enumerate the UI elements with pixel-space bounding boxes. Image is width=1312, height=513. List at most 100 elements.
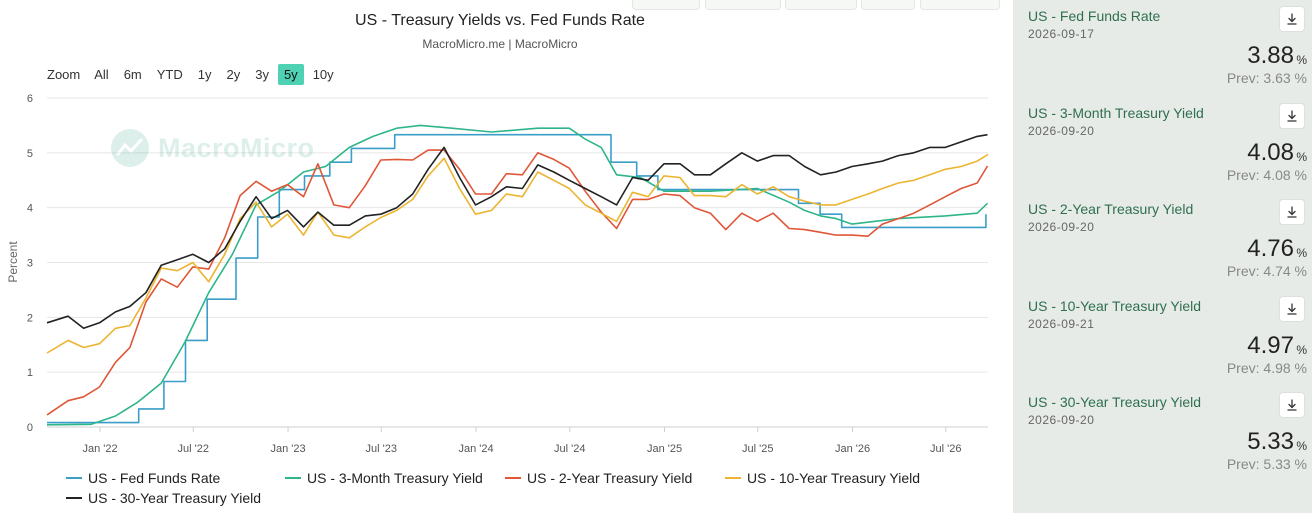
legend-swatch	[505, 477, 521, 479]
top-toolbar	[632, 0, 1002, 10]
download-button[interactable]	[1280, 7, 1304, 31]
download-icon	[1287, 399, 1297, 411]
download-icon	[1287, 206, 1297, 218]
download-button[interactable]	[1280, 296, 1304, 321]
x-tick-label: Jul '26	[930, 443, 961, 455]
legend-label: US - 3-Month Treasury Yield	[307, 470, 483, 486]
indicator-unit: %	[1296, 53, 1307, 67]
indicator-card[interactable]: US - Fed Funds Rate 2026-09-17 3.88% Prev: …	[1013, 0, 1312, 96]
legend-swatch	[66, 477, 82, 479]
grid-lines	[47, 97, 988, 428]
legend-item[interactable]: US - Fed Funds Rate	[66, 470, 220, 486]
zoom-button-1y[interactable]: 1y	[197, 66, 212, 82]
indicator-name[interactable]: US - 3-Month Treasury Yield	[1028, 104, 1204, 121]
indicator-prev: Prev: 5.33 %	[1226, 456, 1307, 472]
x-axis-ticks: Jan '22 Jul '22 Jan '23 Jul '23 Jan '24 Jul '…	[82, 427, 961, 455]
indicator-name[interactable]: US - 2-Year Treasury Yield	[1028, 201, 1194, 217]
y-axis-label: Percent	[6, 241, 20, 283]
series-lines	[46, 124, 989, 426]
legend-label: US - 2-Year Treasury Yield	[527, 470, 693, 486]
indicator-unit: %	[1296, 246, 1307, 260]
indicator-card[interactable]: US - 2-Year Treasury Yield 2026-09-20 4.76…	[1013, 193, 1312, 289]
zoom-label: Zoom	[47, 66, 81, 82]
y-tick-label: 0	[27, 422, 33, 434]
zoom-button-all[interactable]: All	[94, 66, 109, 82]
toolbar-button[interactable]	[705, 0, 781, 10]
legend-item[interactable]: US - 10-Year Treasury Yield	[725, 470, 920, 486]
indicator-name[interactable]: US - 10-Year Treasury Yield	[1028, 297, 1202, 314]
legend-item[interactable]: US - 30-Year Treasury Yield	[66, 490, 261, 506]
indicator-prev: Prev: 4.08 %	[1226, 166, 1307, 183]
zoom-button-2y[interactable]: 2y	[226, 66, 241, 82]
legend-item[interactable]: US - 3-Month Treasury Yield	[285, 470, 483, 486]
indicator-name[interactable]: US - 30-Year Treasury Yield	[1028, 394, 1202, 410]
indicator-prev: Prev: 4.98 %	[1226, 359, 1307, 376]
series-line-5[interactable]	[46, 133, 988, 330]
x-tick-label: Jul '22	[178, 443, 209, 455]
watermark: MacroMicro	[110, 128, 315, 168]
legend-swatch	[285, 477, 301, 479]
zoom-button-6m[interactable]: 6m	[123, 66, 142, 82]
y-tick-label: 2	[27, 312, 33, 324]
toolbar-button[interactable]	[861, 0, 915, 10]
y-tick-label: 1	[27, 367, 33, 379]
indicator-date: 2026-09-17	[1028, 27, 1095, 41]
indicator-unit: %	[1296, 149, 1307, 164]
zoom-button-3y[interactable]: 3y	[255, 66, 269, 82]
x-tick-label: Jan '26	[835, 443, 870, 455]
toolbar-button[interactable]	[632, 0, 700, 10]
indicator-name[interactable]: US - Fed Funds Rate	[1028, 8, 1161, 24]
series-line-1[interactable]	[47, 133, 987, 424]
y-tick-label: 5	[27, 148, 33, 160]
indicator-card[interactable]: US - 10-Year Treasury Yield 2026-09-21 4.9…	[1013, 290, 1312, 386]
download-icon	[1287, 302, 1297, 315]
indicator-value: 4.97	[1247, 331, 1294, 359]
zoom-bar: Zoom All 6m YTD 1y 2y 3y 5y 10y	[47, 63, 343, 85]
indicator-unit: %	[1296, 342, 1307, 357]
x-tick-label: Jul '25	[742, 443, 773, 455]
indicator-date: 2026-09-20	[1028, 413, 1095, 427]
x-tick-label: Jul '24	[554, 443, 585, 455]
watermark-text: MacroMicro	[158, 132, 315, 163]
indicator-prev: Prev: 3.63 %	[1226, 70, 1307, 86]
zoom-button-5y[interactable]: 5y	[277, 63, 304, 85]
indicator-prev: Prev: 4.74 %	[1226, 263, 1307, 279]
indicator-card[interactable]: US - 3-Month Treasury Yield 2026-09-20 4.0…	[1013, 97, 1312, 193]
indicator-date: 2026-09-21	[1028, 316, 1095, 331]
download-button[interactable]	[1280, 103, 1304, 128]
indicator-value: 3.88	[1247, 42, 1294, 69]
legend-label: US - 10-Year Treasury Yield	[747, 470, 921, 486]
chart-title: US - Treasury Yields vs. Fed Funds Rate	[355, 12, 645, 29]
series-line-2[interactable]	[46, 124, 989, 426]
indicator-value: 4.08	[1247, 138, 1294, 166]
indicator-card[interactable]: US - 30-Year Treasury Yield 2026-09-20 5.3…	[1013, 386, 1312, 482]
series-line-3[interactable]	[46, 149, 989, 416]
download-button[interactable]	[1280, 393, 1304, 417]
zoom-button-10y[interactable]: 10y	[312, 66, 334, 82]
toolbar-button[interactable]	[785, 0, 857, 10]
indicator-date: 2026-09-20	[1028, 220, 1095, 234]
series-line-4[interactable]	[46, 153, 989, 354]
download-button[interactable]	[1280, 200, 1304, 224]
y-tick-label: 3	[27, 258, 33, 270]
legend-label: US - 30-Year Treasury Yield	[88, 490, 262, 506]
y-axis-ticks: 0 1 2 3 4 5 6	[27, 93, 33, 434]
x-tick-label: Jan '24	[458, 443, 493, 455]
indicator-unit: %	[1296, 439, 1307, 453]
zoom-button-ytd[interactable]: YTD	[156, 66, 183, 82]
legend-item[interactable]: US - 2-Year Treasury Yield	[505, 470, 692, 486]
indicator-value: 5.33	[1247, 428, 1294, 455]
side-panel: US - Fed Funds Rate 2026-09-17 3.88% Prev: …	[1013, 0, 1312, 513]
toolbar-button[interactable]	[920, 0, 1000, 10]
indicator-date: 2026-09-20	[1028, 123, 1095, 138]
download-icon	[1287, 109, 1297, 122]
y-tick-label: 4	[27, 203, 33, 215]
x-tick-label: Jan '22	[82, 443, 117, 455]
y-tick-label: 6	[27, 93, 33, 105]
macromicro-logo-icon	[111, 129, 149, 167]
x-tick-label: Jan '25	[647, 443, 682, 455]
x-tick-label: Jan '23	[270, 443, 305, 455]
download-icon	[1287, 13, 1297, 25]
